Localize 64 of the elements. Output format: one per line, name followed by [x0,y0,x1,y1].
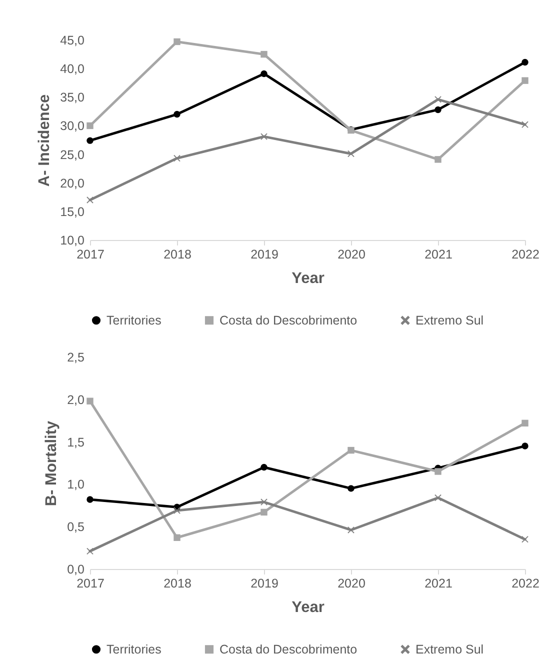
x-axis-title: Year [292,599,324,616]
point [348,526,354,534]
legend-label: Costa do Descobrimento [220,313,358,328]
point [434,96,442,103]
point [522,121,528,128]
x-tick-label: 2018 [164,248,192,262]
x-tick-label: 2019 [250,576,278,590]
y-tick-label: 35,0 [60,90,85,105]
y-tick-label: 20,0 [60,176,85,190]
point [260,464,268,471]
point [348,485,354,492]
x-tick-label: 2022 [512,248,540,262]
y-tick-label: 40,0 [60,62,85,76]
point [434,156,442,163]
y-axis-title: B- Mortality [43,420,60,506]
y-tick-label: 10,0 [60,234,85,248]
x-tick-label: 2018 [164,576,192,590]
x-tick-label: 2021 [424,576,452,590]
x-tick-label: 2017 [76,576,104,590]
y-tick-label: 0,0 [67,562,85,576]
x-axis-title: Year [292,270,324,287]
x-tick-label: 2017 [76,248,104,262]
point [260,508,268,516]
point [174,507,180,514]
x-tick-label: 2022 [512,576,540,590]
point [522,442,528,450]
y-tick-label: 25,0 [60,148,85,162]
y-tick-label: 45,0 [60,34,85,48]
legend-label: Extremo Sul [416,642,484,656]
point [86,398,94,404]
line-series [86,96,528,204]
y-tick-label: 2,5 [67,350,85,364]
point [174,534,180,541]
y-tick-label: 15,0 [60,204,85,219]
legend-label: Costa do Descobrimento [220,642,358,656]
point [522,58,528,66]
point [348,446,354,454]
point [260,70,268,78]
point [434,106,442,114]
point [174,38,180,46]
point [522,420,528,426]
x-tick-label: 2020 [338,576,366,590]
y-tick-label: 0,5 [67,520,85,534]
y-tick-label: 2,0 [67,392,85,407]
legend-label: Extremo Sul [416,313,484,328]
x-tick-label: 2021 [424,248,452,262]
point [260,498,268,506]
y-tick-label: 30,0 [60,119,85,134]
point [522,77,528,84]
y-tick-label: 1,5 [67,435,85,450]
point [260,133,268,140]
point [86,137,94,144]
y-axis-title: A- Incidence [36,94,54,187]
point [86,122,94,130]
x-tick-label: 2020 [338,248,366,262]
point [174,110,180,118]
point [86,496,94,503]
y-tick-label: 1,0 [67,478,85,492]
point [260,50,268,58]
point [86,196,94,204]
legend-label: Territories [106,642,162,656]
x-tick-label: 2019 [250,248,278,262]
legend-label: Territories [106,313,162,328]
point [434,468,442,475]
